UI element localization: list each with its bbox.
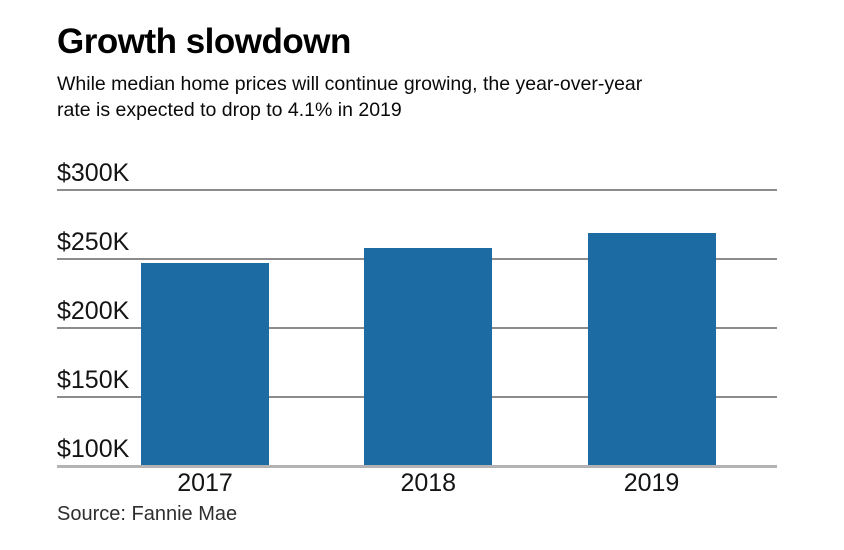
y-tick-label-$150K: $150K (57, 366, 130, 394)
chart-title: Growth slowdown (57, 22, 351, 61)
chart-subtitle: While median home prices will continue g… (57, 72, 797, 123)
x-tick-label-2017: 2017 (177, 469, 233, 497)
x-tick-label-2018: 2018 (400, 469, 457, 497)
y-tick-label-$100K: $100K (57, 435, 130, 463)
bar-2019 (587, 232, 716, 466)
bar-2017 (141, 263, 269, 466)
chart-subtitle-line-1: While median home prices will continue g… (57, 73, 643, 95)
x-axis-line (57, 465, 777, 468)
y-tick-label-$300K: $300K (57, 159, 130, 187)
chart-source: Source: Fannie Mae (57, 503, 238, 525)
gridline-$300K (57, 189, 777, 191)
x-tick-label-2019: 2019 (623, 469, 680, 497)
y-tick-label-$200K: $200K (57, 297, 130, 325)
chart-subtitle-line-2: rate is expected to drop to 4.1% in 2019 (57, 98, 402, 121)
bar-2018 (364, 247, 493, 466)
y-tick-label-$250K: $250K (57, 228, 130, 256)
